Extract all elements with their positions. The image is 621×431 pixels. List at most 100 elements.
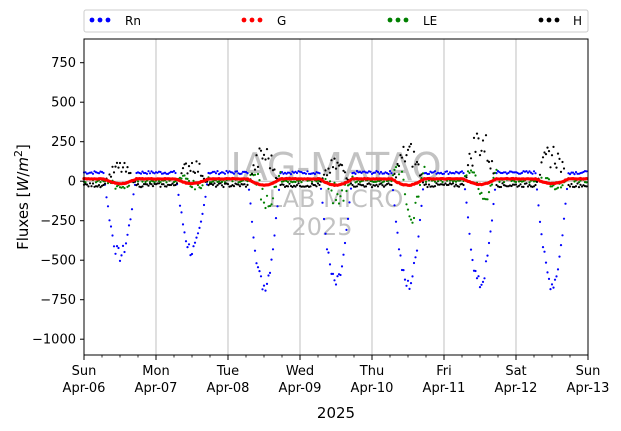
plot-area bbox=[84, 39, 588, 355]
point-h bbox=[469, 157, 473, 160]
point-h bbox=[546, 146, 549, 149]
point-h bbox=[327, 167, 330, 170]
point-h bbox=[579, 183, 582, 186]
point-h bbox=[97, 184, 101, 187]
point-rn bbox=[447, 172, 450, 176]
point-h bbox=[382, 185, 386, 188]
y-axis-label-close: ] bbox=[14, 144, 32, 150]
point-h bbox=[562, 167, 566, 170]
point-rn bbox=[355, 169, 359, 173]
point-h bbox=[567, 183, 570, 187]
point-le bbox=[490, 183, 494, 186]
point-rn bbox=[468, 232, 471, 235]
point-le bbox=[337, 202, 341, 205]
point-h bbox=[171, 182, 174, 185]
point-le bbox=[351, 175, 354, 178]
watermark-line-1: IAG-MATAO bbox=[230, 145, 441, 189]
point-h bbox=[264, 158, 267, 161]
data-points bbox=[82, 132, 589, 292]
point-rn bbox=[442, 172, 446, 175]
point-h bbox=[454, 183, 458, 186]
point-le bbox=[328, 180, 332, 183]
x-tick-day: Mon bbox=[142, 364, 169, 379]
point-rn bbox=[483, 277, 486, 280]
point-rn bbox=[379, 170, 383, 174]
x-tick-date: Apr-13 bbox=[567, 381, 610, 396]
point-h bbox=[420, 173, 423, 176]
point-rn bbox=[414, 256, 417, 259]
point-h bbox=[265, 148, 269, 151]
point-h bbox=[261, 157, 264, 160]
point-le bbox=[231, 180, 234, 183]
point-rn bbox=[465, 201, 468, 204]
point-le bbox=[489, 184, 492, 187]
legend-dot-le bbox=[387, 17, 393, 23]
point-le bbox=[406, 208, 410, 211]
point-rn bbox=[295, 171, 299, 175]
point-h bbox=[246, 183, 249, 186]
point-rn bbox=[196, 232, 200, 235]
x-gridlines bbox=[155, 39, 517, 355]
point-le bbox=[157, 180, 161, 183]
point-le bbox=[414, 201, 417, 204]
y-axis-label-unit-slash: / bbox=[14, 171, 32, 177]
point-h bbox=[244, 185, 248, 188]
point-rn bbox=[178, 204, 182, 207]
point-h bbox=[123, 161, 126, 165]
point-rn bbox=[574, 171, 578, 174]
point-rn bbox=[124, 242, 128, 245]
legend-marker-rn bbox=[89, 17, 111, 23]
point-rn bbox=[346, 217, 350, 220]
point-rn bbox=[214, 172, 218, 175]
point-le bbox=[300, 181, 303, 184]
point-rn bbox=[550, 283, 554, 286]
x-tick-date: Apr-09 bbox=[279, 381, 322, 396]
point-le bbox=[487, 191, 491, 194]
point-rn bbox=[463, 188, 467, 191]
point-le bbox=[454, 180, 458, 183]
point-rn bbox=[571, 171, 575, 174]
legend-frame bbox=[83, 9, 589, 33]
point-rn bbox=[475, 277, 479, 280]
x-tick-date: Apr-08 bbox=[207, 381, 250, 396]
legend-entry-rn: Rn bbox=[89, 14, 141, 28]
point-h bbox=[214, 185, 218, 188]
point-rn bbox=[457, 172, 461, 175]
point-h bbox=[220, 184, 224, 187]
point-rn bbox=[172, 170, 176, 173]
point-h bbox=[186, 172, 189, 175]
point-le bbox=[193, 188, 197, 191]
point-rn bbox=[304, 172, 308, 175]
point-rn bbox=[277, 188, 281, 191]
point-rn bbox=[342, 253, 345, 256]
point-h bbox=[541, 156, 545, 159]
point-h bbox=[295, 184, 299, 187]
x-tick-date: Apr-11 bbox=[423, 381, 466, 396]
point-rn bbox=[546, 271, 549, 274]
point-rn bbox=[159, 170, 162, 174]
point-rn bbox=[114, 252, 117, 255]
point-rn bbox=[313, 172, 317, 176]
point-le bbox=[528, 181, 531, 184]
point-rn bbox=[318, 172, 321, 175]
point-rn bbox=[288, 171, 291, 174]
point-rn bbox=[559, 244, 563, 247]
y-tick-label: 500 bbox=[51, 96, 76, 111]
point-rn bbox=[538, 220, 542, 223]
point-h bbox=[288, 182, 291, 185]
point-le bbox=[559, 186, 563, 189]
point-le bbox=[192, 179, 195, 182]
point-le bbox=[201, 184, 204, 187]
point-rn bbox=[393, 204, 396, 207]
point-le bbox=[547, 178, 551, 181]
point-h bbox=[550, 154, 554, 157]
legend-marker-le bbox=[387, 17, 409, 23]
point-rn bbox=[336, 275, 339, 278]
point-rn bbox=[345, 228, 348, 231]
point-rn bbox=[319, 187, 323, 190]
point-rn bbox=[145, 172, 149, 175]
point-rn bbox=[493, 188, 497, 191]
point-rn bbox=[204, 195, 207, 198]
point-le bbox=[253, 173, 257, 176]
point-h bbox=[111, 165, 114, 168]
